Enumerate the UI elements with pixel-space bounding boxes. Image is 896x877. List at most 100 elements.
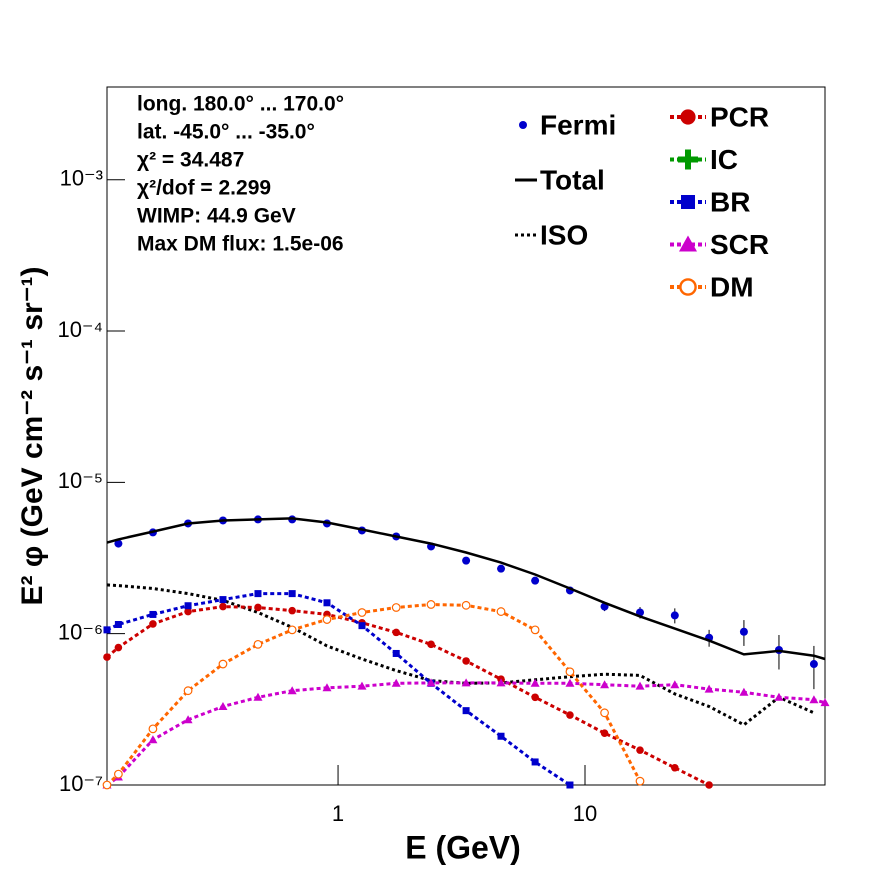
marker: [496, 607, 506, 616]
marker: [322, 615, 332, 624]
marker: [183, 686, 193, 696]
legend-label: SCR: [710, 229, 769, 260]
data-point: [497, 564, 506, 573]
marker: [809, 695, 819, 704]
marker: [531, 693, 539, 702]
marker: [462, 657, 470, 665]
annotation: χ² = 34.487: [137, 149, 244, 172]
marker: [113, 769, 123, 779]
marker: [149, 620, 157, 628]
legend-label: DM: [710, 271, 754, 302]
marker: [149, 610, 157, 618]
annotation: lat. -45.0° ... -35.0°: [137, 121, 315, 144]
legend-marker: [519, 121, 527, 129]
marker: [426, 600, 436, 609]
marker: [254, 603, 262, 612]
marker: [102, 780, 112, 790]
marker: [497, 732, 505, 740]
annotation: long. 180.0° ... 170.0°: [137, 93, 344, 116]
marker: [739, 687, 749, 696]
y-axis-label: E² φ (GeV cm⁻² s⁻¹ sr⁻¹): [16, 266, 49, 605]
legend-label: IC: [710, 144, 738, 175]
marker: [636, 746, 644, 754]
marker: [254, 590, 262, 598]
marker: [392, 628, 401, 637]
marker: [103, 653, 111, 661]
marker: [114, 620, 122, 628]
marker: [391, 603, 401, 612]
marker: [184, 607, 192, 616]
marker: [565, 667, 575, 677]
legend-marker: [681, 195, 695, 209]
marker: [183, 715, 193, 724]
marker: [565, 678, 575, 687]
marker: [287, 686, 297, 695]
legend-label: BR: [710, 186, 750, 217]
data-point: [531, 576, 540, 585]
marker: [322, 683, 332, 692]
data-point: [114, 539, 123, 548]
legend-label: ISO: [540, 219, 588, 250]
marker: [218, 659, 228, 669]
marker: [530, 678, 540, 687]
marker: [114, 643, 123, 652]
marker: [357, 681, 367, 690]
annotation: χ²/dof = 2.299: [137, 177, 271, 200]
marker: [392, 649, 400, 657]
series-line: [106, 592, 571, 787]
legend-marker: [679, 278, 697, 296]
marker: [218, 702, 228, 711]
marker: [219, 602, 227, 611]
marker: [496, 678, 506, 687]
marker: [461, 678, 471, 687]
marker: [148, 735, 158, 744]
x-tick-label: 1: [332, 801, 344, 826]
data-point: [809, 660, 818, 669]
marker: [103, 626, 111, 634]
marker: [531, 758, 539, 766]
legend-label: Fermi: [540, 109, 616, 140]
marker: [219, 596, 227, 604]
marker: [635, 776, 645, 786]
data-point: [462, 556, 471, 565]
x-tick-label: 10: [573, 801, 597, 826]
marker: [148, 724, 158, 734]
y-tick-label: 10⁻⁷: [59, 771, 103, 796]
marker: [288, 606, 296, 615]
annotation: Max DM flux: 1.5e-06: [137, 233, 344, 256]
marker: [462, 707, 470, 715]
marker: [391, 678, 401, 687]
marker: [358, 622, 366, 630]
series-line: [106, 605, 710, 787]
marker: [671, 763, 679, 772]
y-tick-label: 10⁻⁵: [58, 468, 103, 493]
y-tick-label: 10⁻⁴: [57, 317, 103, 342]
marker: [774, 692, 784, 701]
legend-marker: [678, 149, 698, 170]
marker: [600, 729, 609, 737]
marker: [600, 680, 610, 689]
marker: [253, 692, 263, 701]
series-line: [106, 517, 826, 661]
legend-label: PCR: [710, 101, 769, 132]
legend-marker: [680, 109, 696, 125]
marker: [600, 708, 609, 718]
marker: [566, 711, 574, 719]
data-point: [739, 627, 748, 636]
marker: [426, 678, 436, 687]
x-axis-label: E (GeV): [405, 829, 521, 865]
plot-frame: [106, 86, 826, 786]
marker: [530, 625, 540, 635]
marker: [820, 698, 830, 707]
legend-marker: [679, 235, 697, 252]
marker: [566, 781, 574, 789]
marker: [184, 602, 192, 610]
data-point: [670, 611, 679, 620]
marker: [427, 640, 435, 649]
marker: [288, 590, 296, 598]
marker: [323, 599, 331, 607]
marker: [253, 639, 263, 649]
marker: [670, 680, 680, 689]
